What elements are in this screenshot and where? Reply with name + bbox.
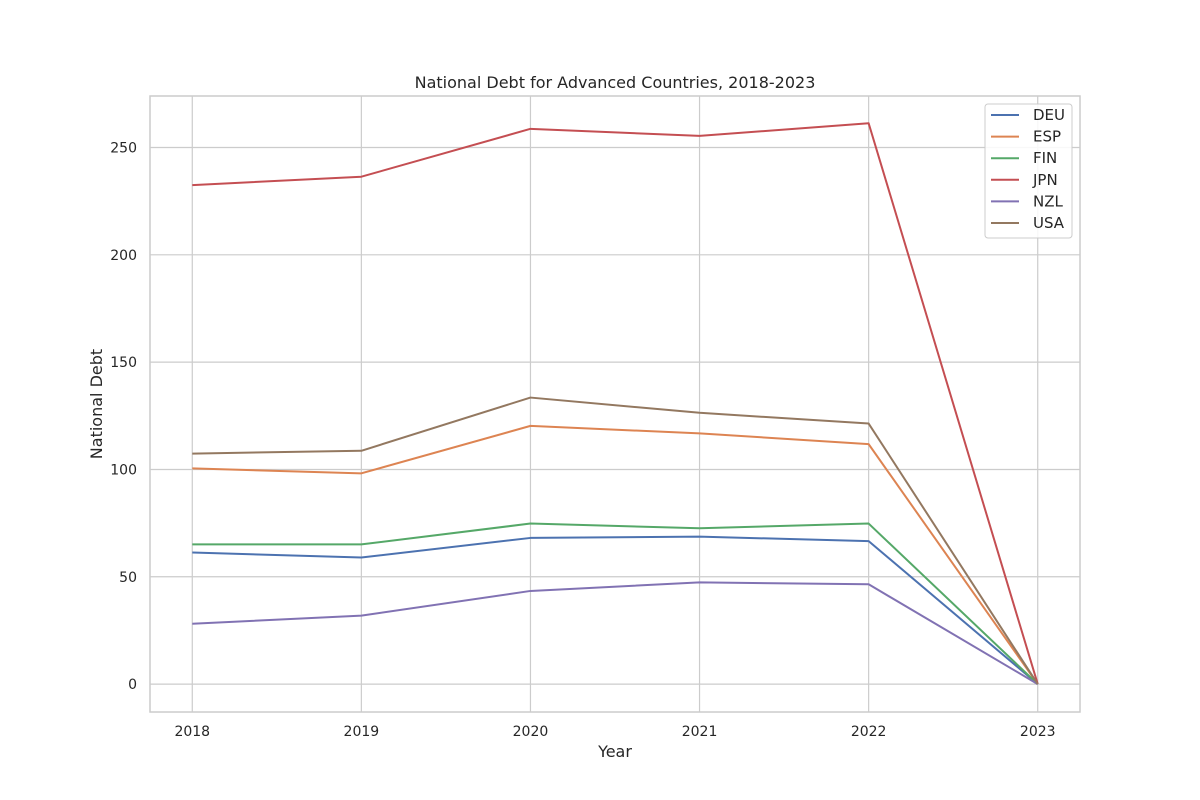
x-tick-label: 2018 [174,724,210,740]
x-tick-labels: 2018 2019 2020 2021 2022 2023 [174,724,1055,740]
y-tick-label: 100 [110,462,137,478]
y-tick-label: 250 [110,141,137,157]
x-tick-label: 2019 [344,724,380,740]
y-tick-labels: 0 50 100 150 200 250 [110,141,137,694]
legend-label-jpn: JPN [1032,171,1058,189]
x-axis-title: Year [597,742,632,761]
series-line-deu [192,535,1039,685]
series-line-jpn [192,122,1039,685]
y-tick-label: 150 [110,355,137,371]
chart-title: National Debt for Advanced Countries, 20… [415,73,816,92]
legend-items: DEU ESP FIN JPN NZL USA [991,106,1065,232]
x-tick-label: 2021 [682,724,718,740]
y-tick-label: 50 [119,570,137,586]
series-layer [192,122,1039,685]
plot-frame [149,95,1081,713]
series-line-esp [192,424,1039,685]
series-line-fin [192,522,1039,685]
legend-label-deu: DEU [1033,106,1065,124]
legend-label-usa: USA [1033,214,1065,232]
x-tick-label: 2020 [513,724,549,740]
x-tick-label: 2022 [851,724,887,740]
legend: DEU ESP FIN JPN NZL USA [984,103,1073,239]
y-tick-label: 0 [128,677,137,693]
series-line-usa [192,396,1039,685]
y-tick-label: 200 [110,248,137,264]
legend-label-nzl: NZL [1033,192,1063,210]
legend-label-fin: FIN [1033,149,1057,167]
legend-label-esp: ESP [1033,128,1061,146]
series-line-nzl [192,581,1039,685]
x-tick-label: 2023 [1020,724,1056,740]
y-axis-title: National Debt [87,349,106,459]
